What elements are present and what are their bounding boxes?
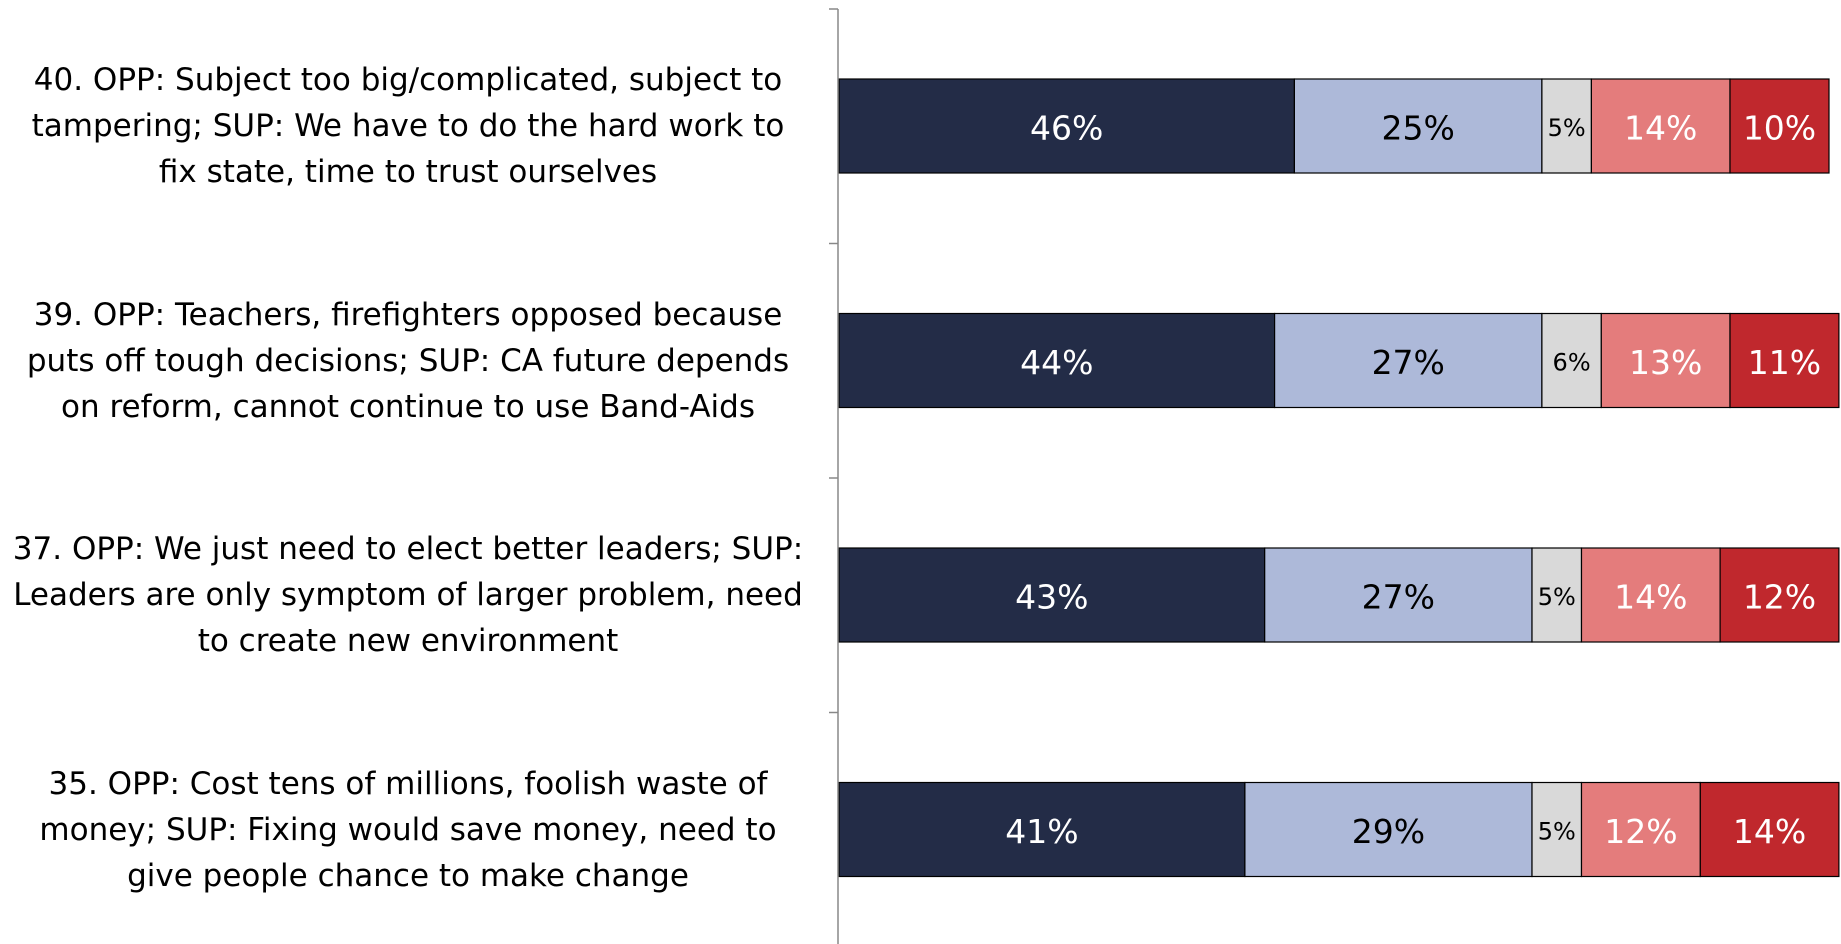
bar-segment (1600, 312, 1731, 409)
bar-segment (1531, 781, 1583, 878)
value-label: 46% (1030, 109, 1103, 148)
value-label: 29% (1352, 812, 1425, 851)
value-label: 5% (1538, 583, 1576, 611)
value-label: 14% (1614, 578, 1687, 617)
bar-segment (838, 78, 1295, 174)
value-label: 12% (1604, 812, 1677, 851)
category-label: 40. OPP: Subject too big/complicated, su… (31, 62, 785, 190)
bar-segment (1264, 547, 1533, 643)
value-label: 5% (1548, 114, 1586, 142)
bar-segment (838, 312, 1276, 409)
value-label: 25% (1381, 109, 1454, 148)
category-label: 39. OPP: Teachers, firefighters opposed … (26, 296, 790, 425)
value-label: 41% (1005, 812, 1078, 851)
category-label: 35. OPP: Cost tens of millions, foolish … (39, 765, 777, 894)
bar-segment (1729, 312, 1840, 409)
value-label: 10% (1743, 109, 1816, 148)
value-label: 13% (1629, 343, 1702, 382)
value-label: 14% (1624, 109, 1697, 148)
bar-segment (1580, 547, 1721, 643)
bar-segment (1580, 781, 1701, 878)
bar-segment (1244, 781, 1533, 878)
value-label: 43% (1015, 578, 1088, 617)
bar-segment (1729, 78, 1830, 174)
bar-segment (838, 781, 1246, 878)
category-label: 37. OPP: We just need to elect better le… (12, 531, 804, 659)
bar-segment (1590, 78, 1731, 174)
bar-segment (1293, 78, 1543, 174)
bar-segment (1531, 547, 1583, 643)
value-label: 44% (1020, 343, 1093, 382)
value-label: 6% (1553, 349, 1591, 377)
value-label: 27% (1372, 343, 1445, 382)
value-label: 12% (1743, 578, 1816, 617)
value-label: 5% (1538, 818, 1576, 846)
bar-segment (1541, 312, 1602, 409)
bar-segment (1273, 312, 1543, 409)
bar-segment (1719, 547, 1840, 643)
value-label: 11% (1748, 343, 1821, 382)
value-label: 14% (1733, 812, 1806, 851)
bar-segment (1699, 781, 1840, 878)
value-label: 27% (1362, 578, 1435, 617)
